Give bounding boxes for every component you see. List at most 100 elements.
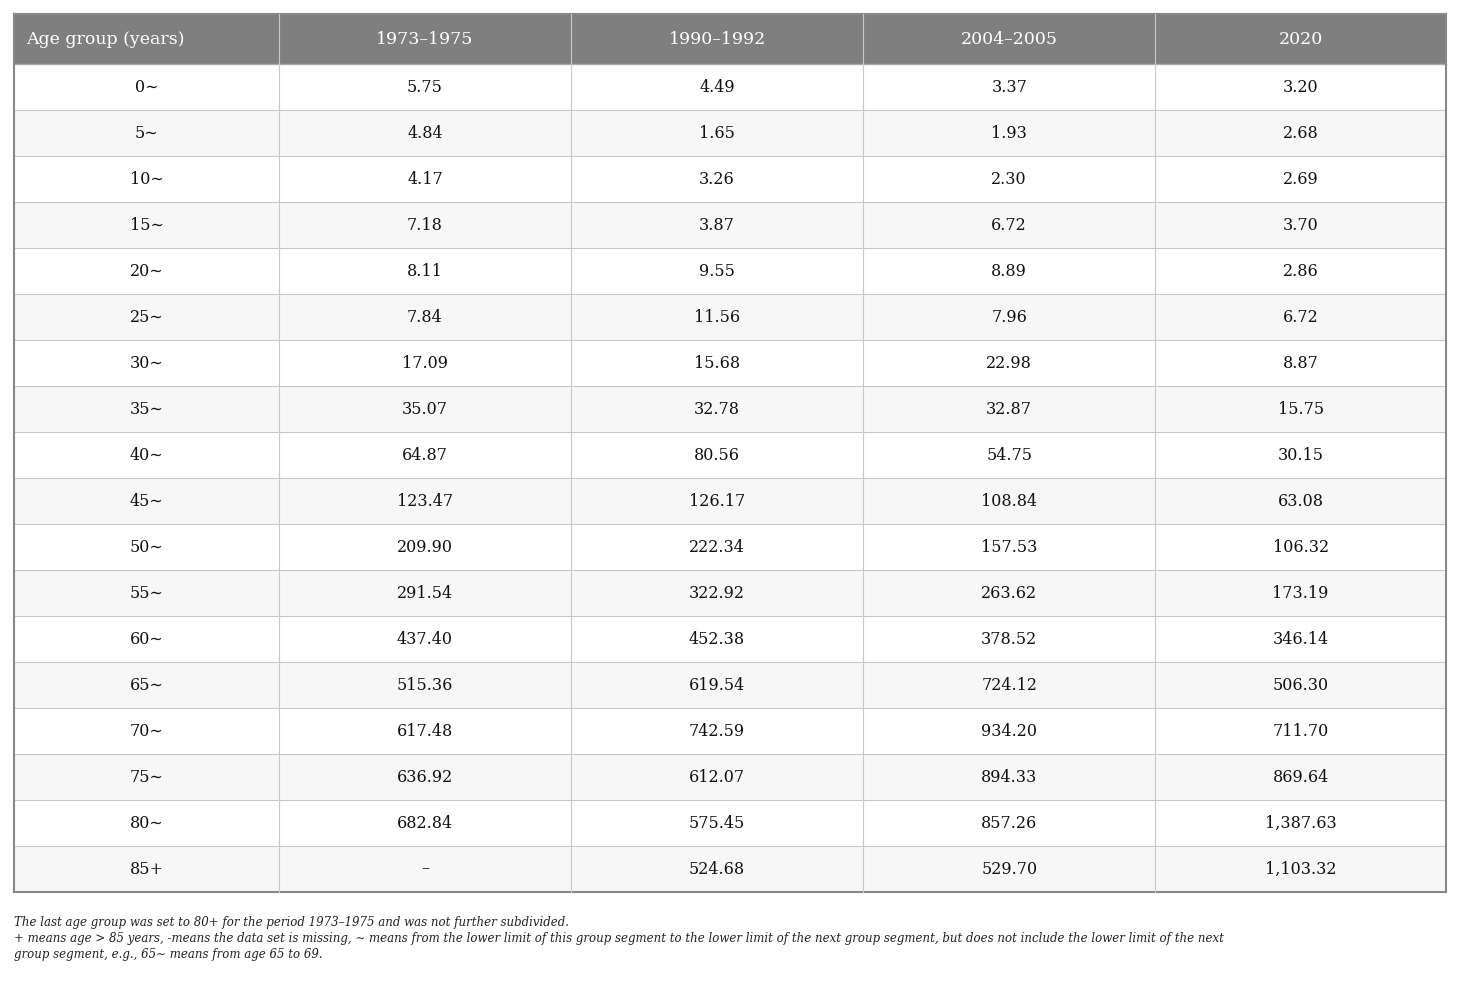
Text: 575.45: 575.45: [689, 814, 745, 832]
Text: 35.07: 35.07: [402, 400, 448, 418]
Text: 64.87: 64.87: [402, 447, 448, 463]
Text: 63.08: 63.08: [1278, 492, 1324, 510]
Text: 173.19: 173.19: [1273, 585, 1329, 602]
Text: 1.65: 1.65: [699, 124, 734, 141]
Bar: [15, 248, 1445, 294]
Text: 40∼: 40∼: [130, 447, 164, 463]
Text: 1,387.63: 1,387.63: [1264, 814, 1336, 832]
Text: 3.20: 3.20: [1283, 78, 1318, 96]
Text: 2.30: 2.30: [991, 171, 1026, 188]
Text: group segment, e.g., 65∼ means from age 65 to 69.: group segment, e.g., 65∼ means from age …: [15, 948, 323, 961]
Text: 8.87: 8.87: [1283, 355, 1318, 371]
Text: 3.87: 3.87: [699, 216, 734, 233]
Bar: [15, 64, 1445, 110]
Text: 11.56: 11.56: [694, 308, 740, 325]
Text: 222.34: 222.34: [689, 538, 745, 555]
Text: 123.47: 123.47: [397, 492, 453, 510]
Text: 50∼: 50∼: [130, 538, 164, 555]
Text: 934.20: 934.20: [981, 722, 1037, 739]
Text: 35∼: 35∼: [130, 400, 164, 418]
Text: 529.70: 529.70: [981, 861, 1037, 877]
Text: Age group (years): Age group (years): [26, 31, 184, 47]
Bar: [15, 478, 1445, 524]
Text: 1990–1992: 1990–1992: [669, 31, 765, 47]
Text: 25∼: 25∼: [130, 308, 164, 325]
Text: 524.68: 524.68: [689, 861, 745, 877]
Text: 894.33: 894.33: [981, 769, 1038, 785]
Text: 5.75: 5.75: [407, 78, 442, 96]
Text: 7.84: 7.84: [407, 308, 442, 325]
Text: 75∼: 75∼: [130, 769, 164, 785]
Bar: [15, 386, 1445, 432]
Bar: [15, 340, 1445, 386]
Text: + means age > 85 years, -means the data set is missing, ∼ means from the lower l: + means age > 85 years, -means the data …: [15, 932, 1223, 945]
Text: 15∼: 15∼: [130, 216, 164, 233]
Text: 711.70: 711.70: [1273, 722, 1329, 739]
Text: 65∼: 65∼: [130, 677, 164, 694]
Text: 54.75: 54.75: [987, 447, 1032, 463]
Text: 742.59: 742.59: [689, 722, 745, 739]
Text: 4.49: 4.49: [699, 78, 734, 96]
Text: 126.17: 126.17: [689, 492, 745, 510]
Bar: [15, 202, 1445, 248]
Text: 17.09: 17.09: [402, 355, 448, 371]
Text: 10∼: 10∼: [130, 171, 164, 188]
Bar: [15, 14, 1445, 64]
Text: –: –: [420, 861, 429, 877]
Text: 2004–2005: 2004–2005: [961, 31, 1057, 47]
Text: 60∼: 60∼: [130, 630, 164, 647]
Text: 15.75: 15.75: [1278, 400, 1324, 418]
Text: 322.92: 322.92: [689, 585, 745, 602]
Bar: [15, 570, 1445, 616]
Bar: [15, 754, 1445, 800]
Text: 80.56: 80.56: [694, 447, 740, 463]
Text: 682.84: 682.84: [397, 814, 453, 832]
Bar: [15, 156, 1445, 202]
Text: 45∼: 45∼: [130, 492, 164, 510]
Text: 3.26: 3.26: [699, 171, 734, 188]
Text: 32.78: 32.78: [694, 400, 740, 418]
Bar: [15, 708, 1445, 754]
Text: 0∼: 0∼: [134, 78, 158, 96]
Text: 106.32: 106.32: [1273, 538, 1329, 555]
Text: 85+: 85+: [130, 861, 164, 877]
Text: 291.54: 291.54: [397, 585, 453, 602]
Text: 869.64: 869.64: [1273, 769, 1329, 785]
Text: 55∼: 55∼: [130, 585, 164, 602]
Text: 5∼: 5∼: [134, 124, 158, 141]
Text: 2020: 2020: [1279, 31, 1323, 47]
Text: 7.96: 7.96: [991, 308, 1028, 325]
Text: 263.62: 263.62: [981, 585, 1037, 602]
Text: 452.38: 452.38: [689, 630, 745, 647]
Text: 30∼: 30∼: [130, 355, 164, 371]
Bar: [15, 294, 1445, 340]
Text: 612.07: 612.07: [689, 769, 745, 785]
Text: 724.12: 724.12: [981, 677, 1037, 694]
Bar: [15, 616, 1445, 662]
Text: 20∼: 20∼: [130, 263, 164, 280]
Text: 1973–1975: 1973–1975: [377, 31, 473, 47]
Text: The last age group was set to 80+ for the period 1973–1975 and was not further s: The last age group was set to 80+ for th…: [15, 916, 569, 929]
Bar: [15, 110, 1445, 156]
Text: 8.89: 8.89: [991, 263, 1028, 280]
Text: 506.30: 506.30: [1273, 677, 1329, 694]
Text: 30.15: 30.15: [1278, 447, 1324, 463]
Text: 1.93: 1.93: [991, 124, 1028, 141]
Bar: [15, 800, 1445, 846]
Bar: [15, 662, 1445, 708]
Text: 2.86: 2.86: [1283, 263, 1318, 280]
Text: 1,103.32: 1,103.32: [1264, 861, 1336, 877]
Text: 2.68: 2.68: [1283, 124, 1318, 141]
Text: 4.17: 4.17: [407, 171, 442, 188]
Text: 3.37: 3.37: [991, 78, 1028, 96]
Text: 619.54: 619.54: [689, 677, 745, 694]
Text: 15.68: 15.68: [694, 355, 740, 371]
Text: 80∼: 80∼: [130, 814, 164, 832]
Text: 617.48: 617.48: [397, 722, 453, 739]
Text: 378.52: 378.52: [981, 630, 1038, 647]
Text: 437.40: 437.40: [397, 630, 453, 647]
Text: 515.36: 515.36: [397, 677, 453, 694]
Text: 4.84: 4.84: [407, 124, 442, 141]
Text: 108.84: 108.84: [981, 492, 1037, 510]
Bar: [15, 846, 1445, 892]
